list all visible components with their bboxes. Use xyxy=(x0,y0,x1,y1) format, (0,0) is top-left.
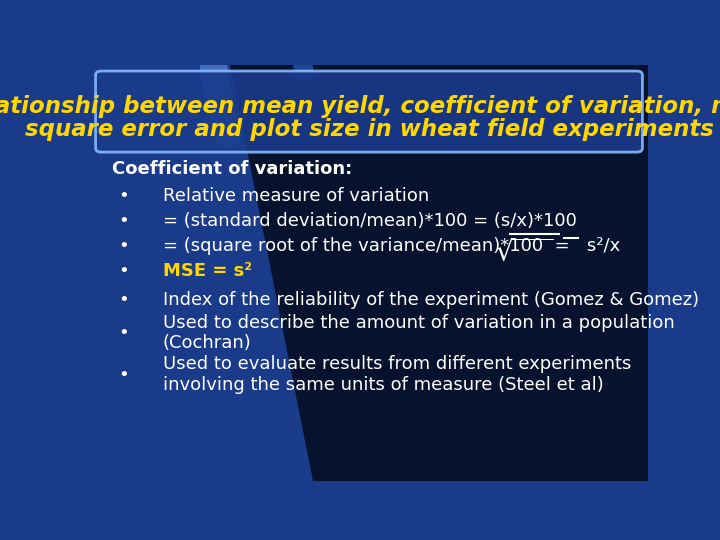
Text: •: • xyxy=(118,212,129,230)
Text: Used to evaluate results from different experiments
involving the same units of : Used to evaluate results from different … xyxy=(163,355,631,394)
Text: $\sqrt{\quad\,}$: $\sqrt{\quad\,}$ xyxy=(495,239,553,267)
Text: •: • xyxy=(118,187,129,205)
Text: •: • xyxy=(118,324,129,342)
Text: square error and plot size in wheat field experiments: square error and plot size in wheat fiel… xyxy=(24,118,714,141)
Polygon shape xyxy=(230,65,648,481)
Text: MSE = s²: MSE = s² xyxy=(163,261,252,280)
FancyBboxPatch shape xyxy=(96,71,642,152)
Text: •: • xyxy=(118,366,129,383)
Text: •: • xyxy=(118,261,129,280)
Text: •: • xyxy=(118,237,129,255)
Text: Relationship between mean yield, coefficient of variation, mean: Relationship between mean yield, coeffic… xyxy=(0,95,720,118)
Text: Used to describe the amount of variation in a population
(Cochran): Used to describe the amount of variation… xyxy=(163,314,675,353)
Text: Index of the reliability of the experiment (Gomez & Gomez): Index of the reliability of the experime… xyxy=(163,291,698,309)
Text: Coefficient of variation:: Coefficient of variation: xyxy=(112,160,353,178)
Text: Relative measure of variation: Relative measure of variation xyxy=(163,187,429,205)
Text: = (square root of the variance/mean)*100  =   s²/x: = (square root of the variance/mean)*100… xyxy=(163,237,620,255)
Text: = (standard deviation/mean)*100 = (s/x)*100: = (standard deviation/mean)*100 = (s/x)*… xyxy=(163,212,577,230)
Text: •: • xyxy=(118,291,129,309)
